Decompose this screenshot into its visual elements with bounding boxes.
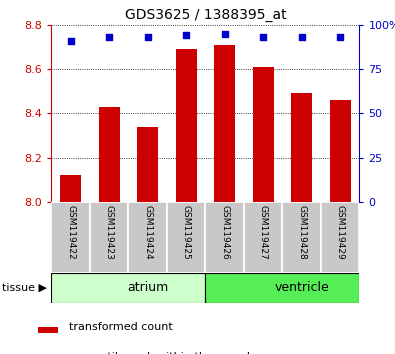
Text: GSM119427: GSM119427 xyxy=(259,205,268,260)
Text: ventricle: ventricle xyxy=(274,281,329,294)
Text: GSM119425: GSM119425 xyxy=(182,205,191,260)
Text: GSM119423: GSM119423 xyxy=(105,205,114,260)
Text: GSM119422: GSM119422 xyxy=(66,205,75,260)
Bar xyxy=(282,202,321,273)
Bar xyxy=(329,100,351,202)
Point xyxy=(68,38,74,44)
Bar xyxy=(205,202,244,273)
Bar xyxy=(291,93,312,202)
Bar xyxy=(321,202,359,273)
Point xyxy=(183,33,189,38)
Bar xyxy=(90,202,128,273)
Text: GSM119429: GSM119429 xyxy=(336,205,345,260)
Text: atrium: atrium xyxy=(127,281,168,294)
Bar xyxy=(128,202,167,273)
Bar xyxy=(51,273,205,303)
Text: transformed count: transformed count xyxy=(69,322,172,332)
Point xyxy=(337,34,343,40)
Bar xyxy=(38,327,58,333)
Bar xyxy=(60,175,81,202)
Point xyxy=(222,31,228,36)
Bar xyxy=(214,45,235,202)
Bar xyxy=(252,67,274,202)
Bar xyxy=(51,202,90,273)
Bar xyxy=(205,273,359,303)
Point xyxy=(260,34,266,40)
Text: tissue ▶: tissue ▶ xyxy=(2,282,47,293)
Text: GSM119426: GSM119426 xyxy=(220,205,229,260)
Title: GDS3625 / 1388395_at: GDS3625 / 1388395_at xyxy=(124,8,286,22)
Text: GSM119428: GSM119428 xyxy=(297,205,306,260)
Bar xyxy=(167,202,205,273)
Point xyxy=(106,34,112,40)
Bar xyxy=(244,202,282,273)
Bar xyxy=(137,127,158,202)
Text: GSM119424: GSM119424 xyxy=(143,205,152,260)
Bar xyxy=(98,107,120,202)
Point xyxy=(145,34,151,40)
Bar xyxy=(175,49,197,202)
Point xyxy=(299,34,305,40)
Text: percentile rank within the sample: percentile rank within the sample xyxy=(69,352,256,354)
